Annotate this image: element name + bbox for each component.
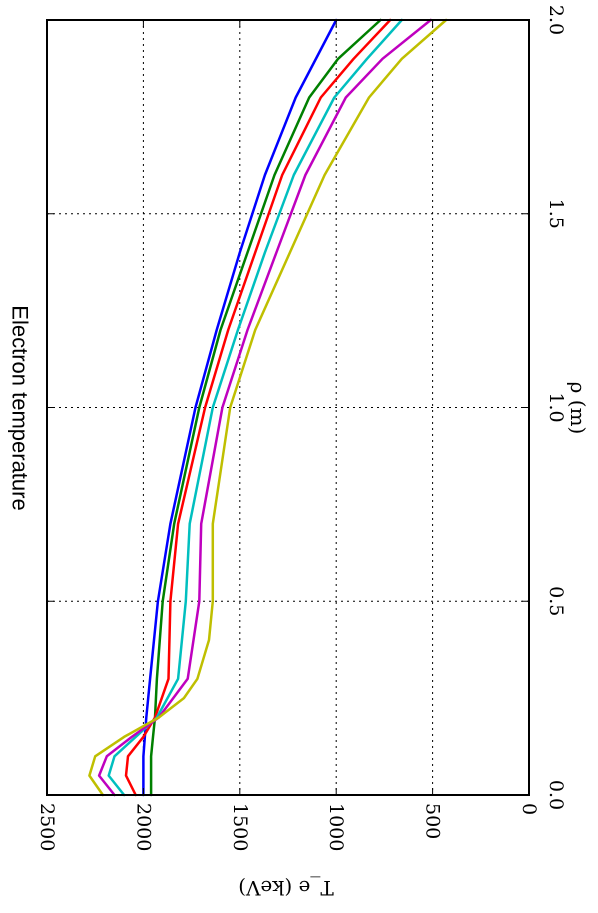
series-group (88, 18, 448, 797)
y-tick-label: 2000 (132, 803, 154, 851)
tick-labels: 0.0 0.5 1.0 1.5 2.0 0 500 1000 1500 2000 2500 (36, 5, 567, 851)
y-axis-label: T_e (keV) (238, 876, 334, 900)
y-tick-label: 500 (422, 803, 444, 839)
y-tick-label: 1500 (229, 803, 251, 851)
y-tick-label: 1000 (325, 803, 347, 851)
x-tick-label: 1.5 (545, 199, 567, 229)
series-line-1 (142, 18, 338, 797)
series-line-4 (107, 18, 404, 797)
x-tick-label: 1.0 (545, 392, 567, 422)
chart-title: Electron temperature (8, 305, 33, 510)
x-tick-label: 0.5 (545, 586, 567, 616)
x-tick-label: 2.0 (545, 5, 567, 35)
ticks (46, 19, 530, 796)
series-line-5 (97, 18, 432, 797)
y-tick-label: 0 (518, 803, 540, 815)
x-axis-label: ρ (m) (566, 382, 590, 435)
series-line-2 (149, 18, 382, 797)
y-tick-label: 2500 (36, 803, 58, 851)
series-line-3 (124, 18, 392, 797)
x-tick-label: 0.0 (545, 780, 567, 810)
grid (47, 20, 529, 795)
series-line-6 (88, 18, 448, 797)
